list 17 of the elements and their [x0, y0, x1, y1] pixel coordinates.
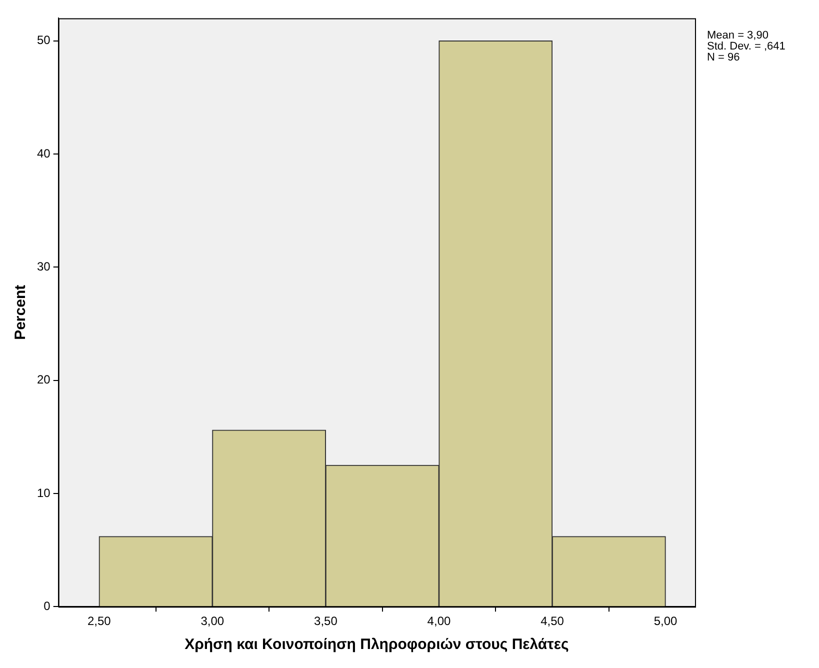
y-tick-label: 20 — [36, 372, 51, 387]
x-tick-label: 3,50 — [314, 614, 338, 628]
text: Std. Dev. = ,641 — [707, 40, 786, 53]
y-tick-label: 0 — [44, 598, 51, 613]
y-axis-title: Percent — [12, 284, 30, 340]
x-tick-label: 5,00 — [654, 614, 678, 628]
text: Mean = 3,90 — [707, 30, 768, 42]
x-tick-label: 4,00 — [427, 614, 451, 628]
x-tick-label: 2,50 — [87, 614, 112, 628]
y-tick-label: 30 — [36, 259, 51, 274]
y-tick-label: 50 — [36, 33, 51, 48]
x-tick-label: 4,50 — [540, 614, 564, 628]
y-tick-label: 10 — [36, 486, 51, 500]
x-axis-title: Χρήση και Κοινοποίηση Πληροφοριών στους Πελάτες — [184, 636, 569, 654]
y-tick-label: 40 — [36, 146, 51, 160]
x-tick-label: 3,00 — [200, 614, 224, 628]
text: N = 96 — [707, 52, 740, 64]
